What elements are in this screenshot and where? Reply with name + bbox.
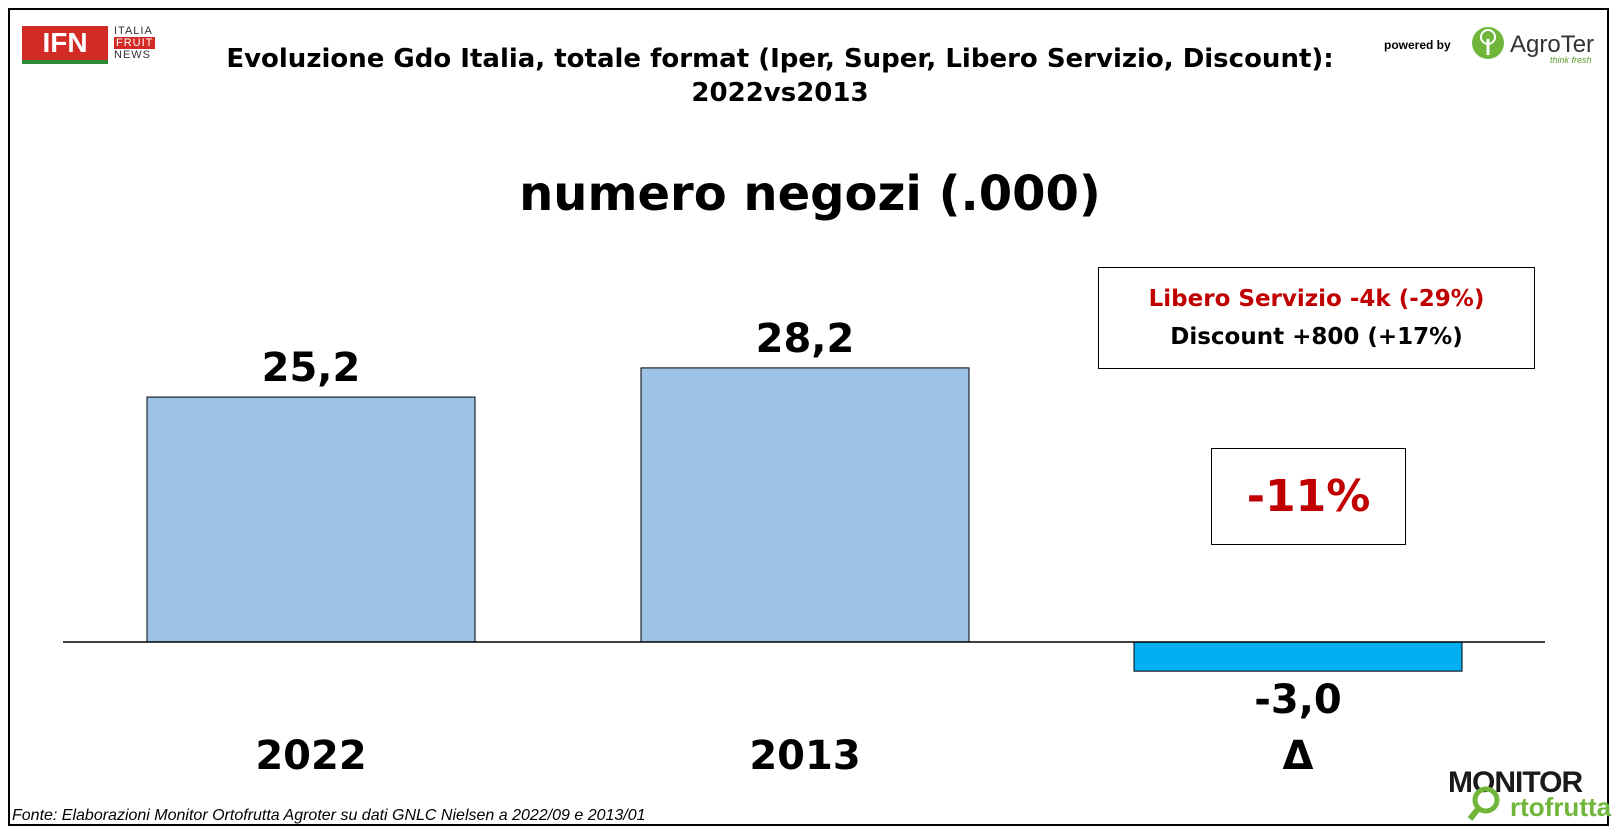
bar-0 — [146, 396, 476, 643]
agroter-logo: AgroTer think fresh — [1470, 25, 1600, 65]
bar-2 — [1133, 641, 1463, 672]
percent-change-box: -11% — [1211, 448, 1406, 545]
category-label-0: 2022 — [255, 733, 366, 779]
ifn-sub-news: NEWS — [114, 49, 151, 61]
monitor-ortofrutta-logo: MONITOR rtofrutta — [1448, 766, 1613, 822]
magnifier-icon — [1468, 786, 1500, 821]
data-label-0: 25,2 — [262, 345, 361, 391]
ifn-logo-letters: IFN — [22, 26, 108, 64]
agroter-tagline: think fresh — [1550, 55, 1592, 65]
note-discount: Discount +800 (+17%) — [1170, 324, 1463, 350]
note-libero-servizio: Libero Servizio -4k (-29%) — [1148, 286, 1485, 312]
note-box: Libero Servizio -4k (-29%) Discount +800… — [1098, 267, 1535, 369]
category-label-1: 2013 — [749, 733, 860, 779]
tree-icon — [1472, 27, 1504, 59]
category-label-2: Δ — [1283, 733, 1314, 779]
chart-subtitle: numero negozi (.000) — [519, 166, 1101, 222]
agroter-name: AgroTer — [1510, 31, 1595, 58]
source-note: Fonte: Elaborazioni Monitor Ortofrutta A… — [12, 807, 646, 824]
ifn-logo-subtext: ITALIA FRUIT NEWS — [114, 25, 156, 61]
monitor-logo-bottom: rtofrutta — [1510, 792, 1612, 822]
ifn-sub-fruit: FRUIT — [114, 37, 156, 49]
chart-title-line2: 2022vs2013 — [691, 78, 869, 108]
percent-change-value: -11% — [1246, 471, 1371, 522]
ifn-logo: IFN ITALIA FRUIT NEWS — [22, 25, 172, 66]
bar-1 — [640, 367, 970, 643]
monitor-logo-top: MONITOR — [1448, 766, 1583, 799]
data-label-1: 28,2 — [756, 316, 855, 362]
chart-title-line1: Evoluzione Gdo Italia, totale format (Ip… — [226, 44, 1334, 74]
data-label-2: -3,0 — [1254, 677, 1341, 723]
chart-title: Evoluzione Gdo Italia, totale format (Ip… — [180, 42, 1380, 110]
powered-by-label: powered by — [1384, 38, 1451, 52]
ifn-sub-italia: ITALIA — [114, 25, 153, 37]
